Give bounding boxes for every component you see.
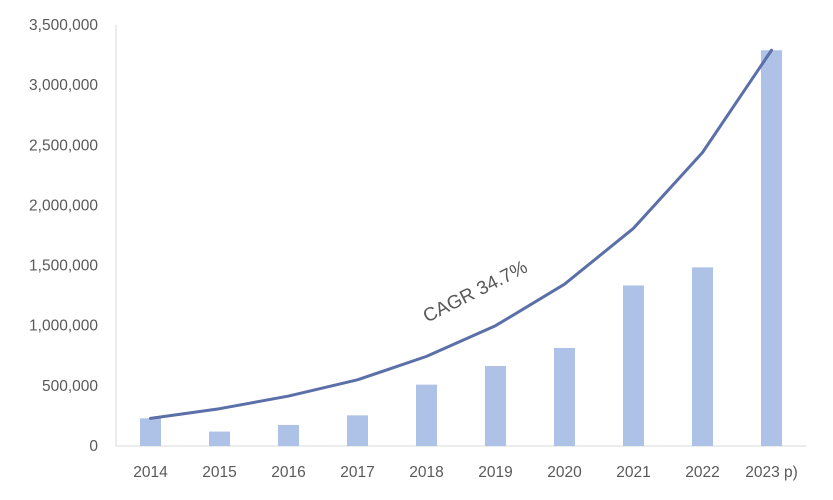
cagr-annotation: CAGR 34.7% bbox=[420, 257, 531, 328]
bar bbox=[554, 347, 575, 446]
y-tick-label: 1,500,000 bbox=[29, 258, 98, 275]
bar bbox=[761, 50, 782, 446]
y-tick-label: 0 bbox=[89, 438, 98, 455]
y-tick-label: 1,000,000 bbox=[29, 318, 98, 335]
y-tick-label: 3,500,000 bbox=[29, 17, 98, 34]
bar bbox=[692, 267, 713, 446]
x-tick-label: 2020 bbox=[547, 464, 582, 481]
line-series bbox=[149, 48, 773, 420]
x-tick-label: 2019 bbox=[478, 464, 512, 481]
bar bbox=[416, 384, 437, 446]
y-tick-label: 3,000,000 bbox=[29, 77, 98, 94]
series-line bbox=[149, 48, 773, 420]
y-tick-label: 2,000,000 bbox=[29, 197, 98, 214]
bar bbox=[347, 415, 368, 446]
x-axis-ticks: 2014 2015 2016 2017 2018 2019 2020 2021 2022 2023… bbox=[133, 464, 798, 481]
x-tick-label: 2016 bbox=[271, 464, 305, 481]
y-axis-ticks: 0 500,000 1,000,000 1,500,000 2,000,000 2,500… bbox=[29, 17, 98, 455]
x-tick-label: 2018 bbox=[409, 464, 443, 481]
bar bbox=[623, 285, 644, 446]
x-tick-label: 2014 bbox=[133, 464, 168, 481]
x-tick-label: 2015 bbox=[202, 464, 236, 481]
y-tick-label: 2,500,000 bbox=[29, 137, 98, 154]
y-tick-label: 500,000 bbox=[42, 378, 98, 395]
bar-series bbox=[140, 50, 782, 446]
x-tick-label: 2022 bbox=[685, 464, 719, 481]
bar bbox=[278, 424, 299, 446]
bar bbox=[209, 431, 230, 446]
bar bbox=[140, 418, 161, 446]
x-tick-label: 2017 bbox=[340, 464, 374, 481]
bar bbox=[485, 366, 506, 446]
x-tick-label: 2021 bbox=[616, 464, 650, 481]
x-tick-label: 2023 p) bbox=[745, 464, 798, 481]
